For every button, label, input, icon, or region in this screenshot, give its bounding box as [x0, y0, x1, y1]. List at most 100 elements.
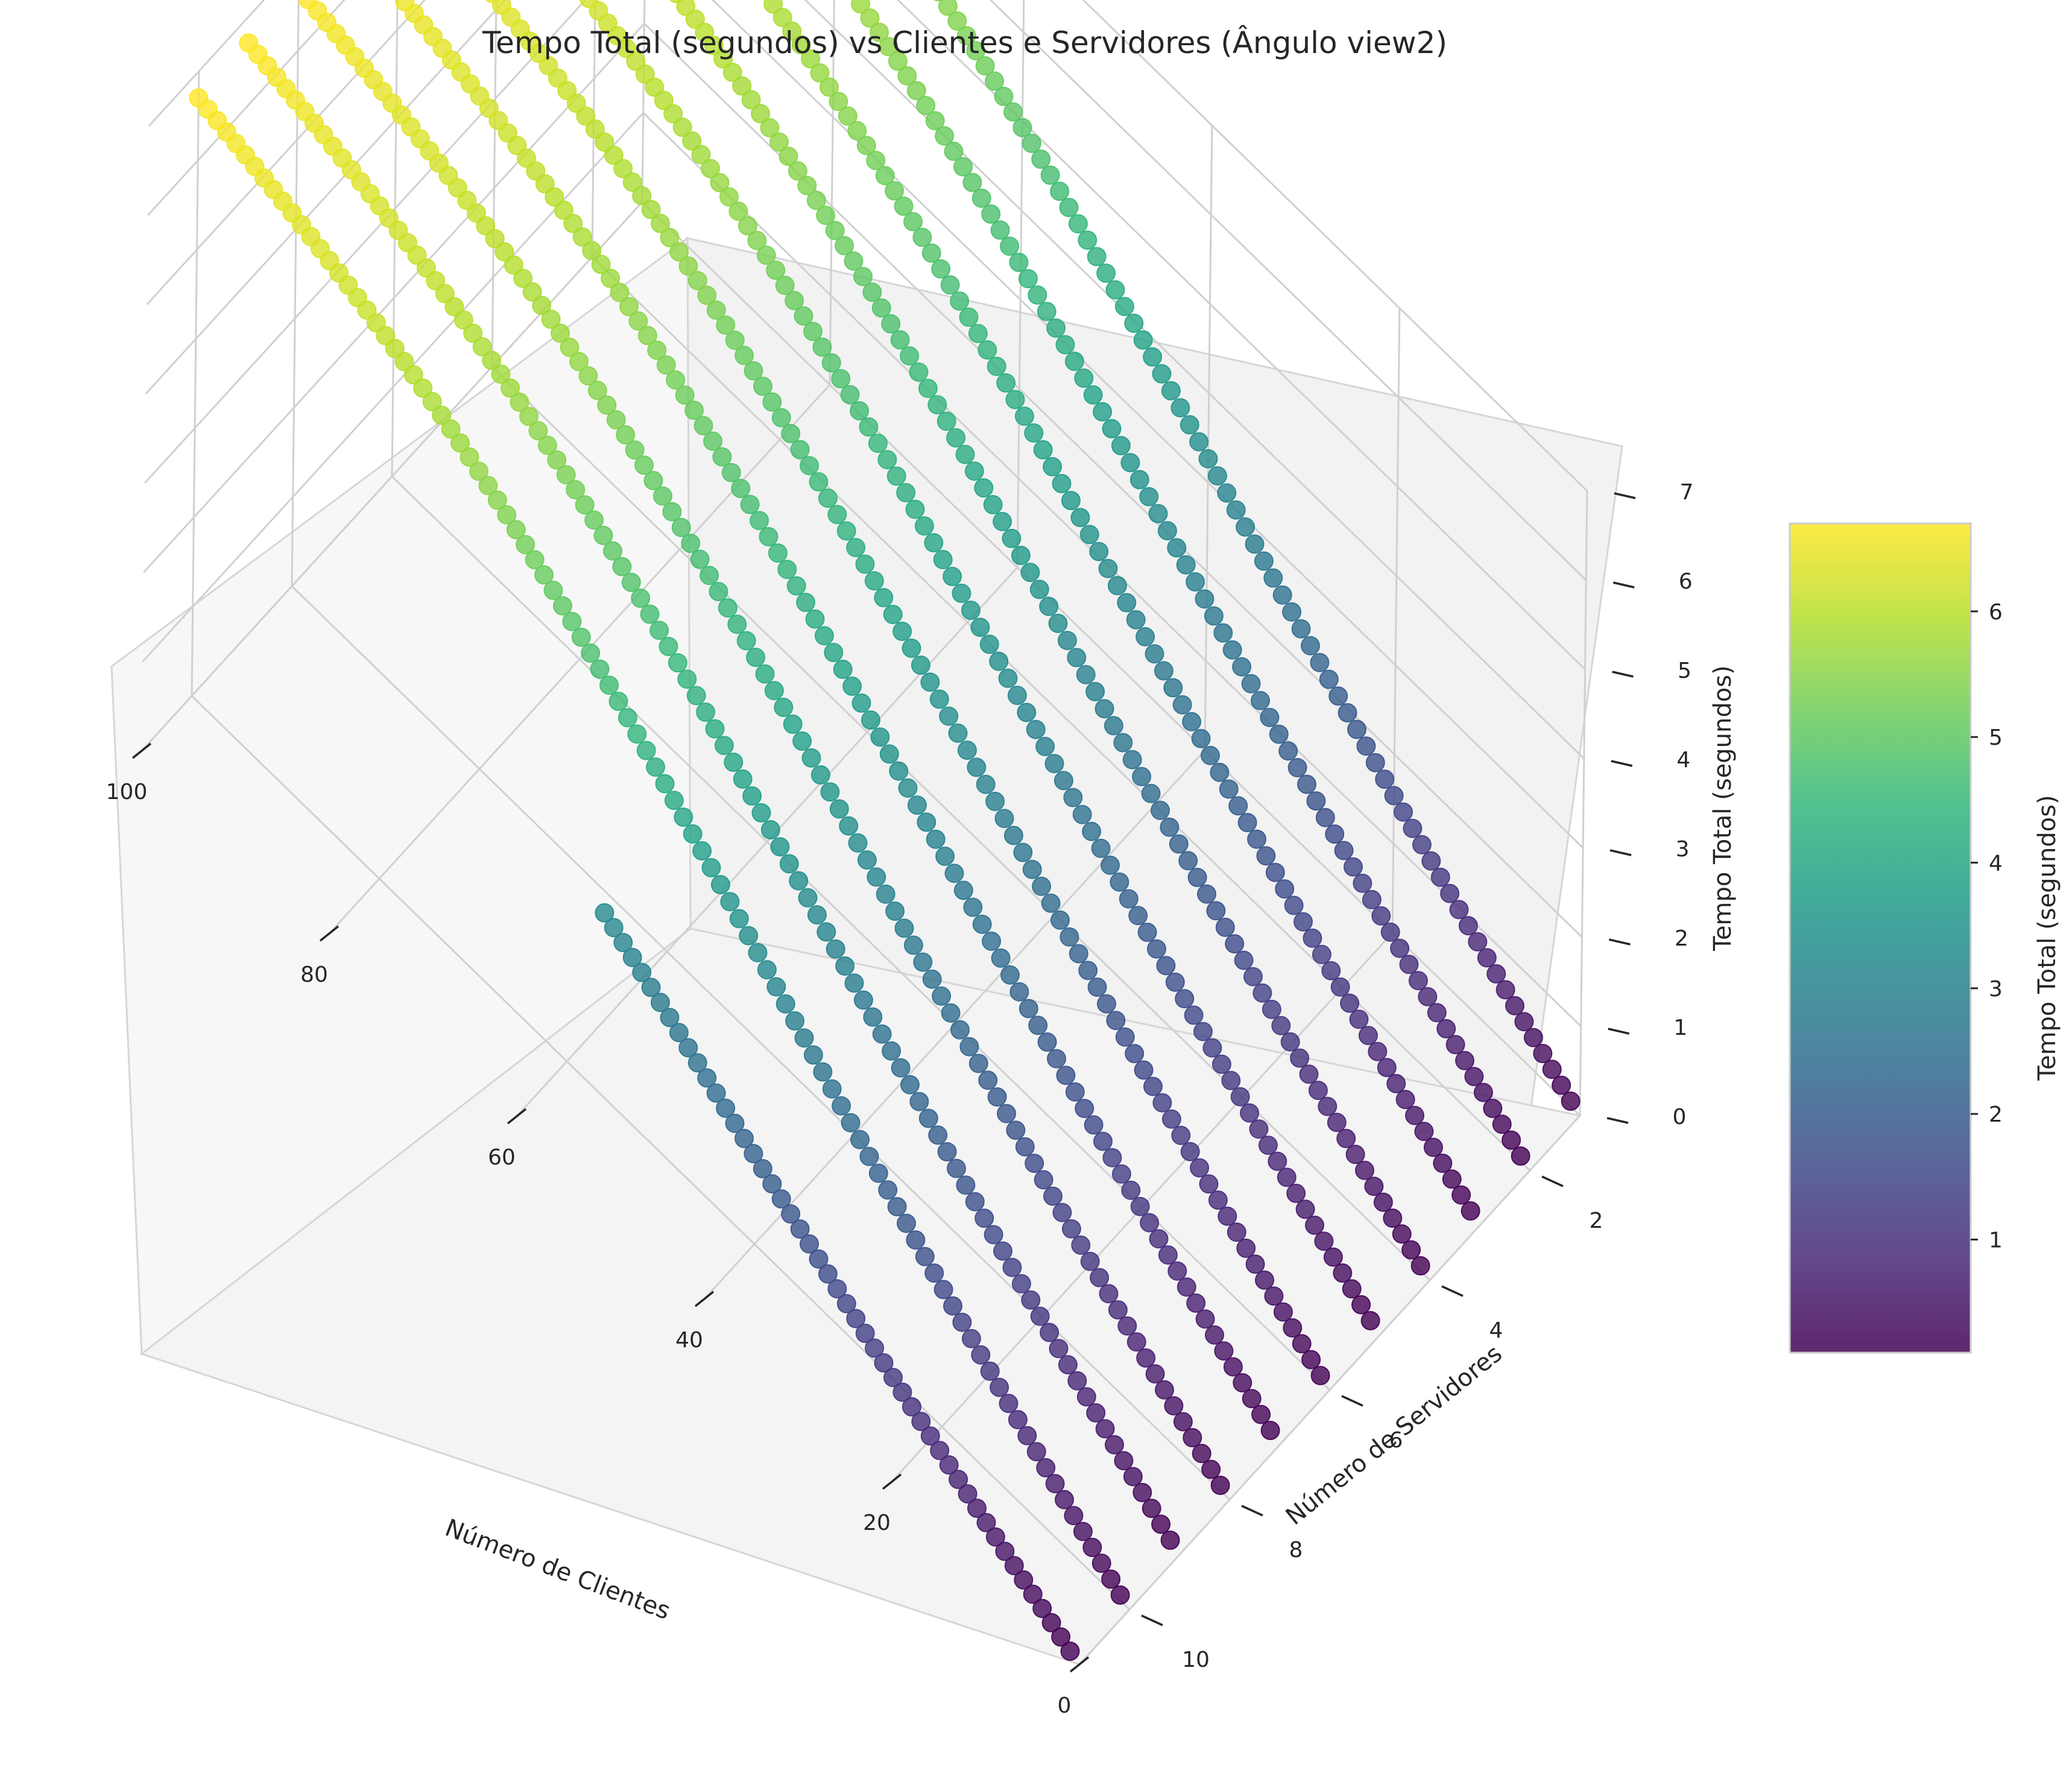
data-point [975, 56, 995, 76]
data-point [990, 220, 1010, 240]
data-point [953, 157, 973, 177]
data-point [682, 131, 702, 151]
data-point [1056, 1066, 1076, 1085]
data-point [1180, 415, 1199, 435]
data-point [677, 669, 697, 689]
data-point [566, 480, 586, 500]
data-point [1022, 133, 1041, 153]
data-point [1365, 753, 1385, 773]
data-point [608, 692, 628, 711]
data-point [1205, 1325, 1224, 1345]
z-tick-label: 6 [1679, 569, 1693, 594]
data-point [534, 565, 554, 585]
data-point [1086, 1403, 1106, 1423]
data-point [1158, 1245, 1178, 1265]
data-point [874, 1353, 894, 1373]
data-point [1292, 1334, 1312, 1354]
data-point [718, 598, 738, 618]
data-point [1040, 1322, 1060, 1342]
data-point [1085, 681, 1105, 701]
data-point [927, 395, 947, 415]
data-point [1111, 1164, 1131, 1184]
data-point [1358, 1026, 1378, 1046]
data-point [1392, 1224, 1412, 1244]
data-point [1014, 1570, 1034, 1590]
data-point [716, 315, 736, 335]
data-point [769, 132, 789, 152]
data-point [1096, 264, 1116, 283]
data-point [947, 11, 967, 31]
data-point [1260, 707, 1280, 727]
data-point [794, 306, 813, 326]
colorbar-tick-label: 2 [1989, 1102, 2003, 1127]
data-point [556, 465, 576, 485]
data-point [929, 689, 949, 709]
data-point [674, 807, 693, 827]
data-point [1344, 857, 1363, 877]
data-point [1334, 841, 1354, 861]
data-point [1172, 695, 1192, 715]
data-point [613, 933, 633, 952]
data-point [835, 956, 855, 976]
data-point [1114, 297, 1134, 317]
data-point [613, 159, 633, 179]
data-point [1226, 500, 1246, 520]
data-point [1122, 750, 1142, 769]
data-point [978, 1070, 998, 1090]
data-point [1234, 950, 1254, 970]
data-point [1007, 686, 1027, 706]
data-point [855, 1324, 875, 1343]
data-point [655, 774, 675, 794]
data-point [1190, 1158, 1210, 1178]
data-point [783, 714, 803, 734]
series-servidores-4 [669, 0, 1430, 1275]
data-point [617, 708, 637, 728]
data-point [1333, 1263, 1353, 1283]
data-point [957, 741, 977, 760]
data-point [853, 267, 873, 286]
data-point [952, 583, 971, 603]
data-point [1099, 1284, 1119, 1304]
colorbar-label: Tempo Total (segundos) [2033, 795, 2061, 1081]
data-point [1043, 1186, 1063, 1206]
data-point [874, 588, 894, 607]
data-point [1148, 504, 1168, 523]
data-point [939, 706, 959, 726]
data-point [920, 672, 940, 692]
data-point [779, 854, 799, 874]
data-point [1195, 1309, 1215, 1329]
data-point [1076, 1387, 1096, 1407]
data-point [930, 1441, 950, 1461]
data-point [914, 516, 934, 536]
data-point [1033, 440, 1053, 460]
data-point [1012, 118, 1032, 137]
data-point [1240, 1103, 1260, 1123]
data-point [1436, 1019, 1456, 1038]
data-point [1552, 1075, 1571, 1095]
data-point [888, 51, 908, 71]
data-point [868, 1163, 888, 1183]
data-point [1377, 1058, 1397, 1078]
data-point [731, 479, 751, 498]
data-point [866, 151, 886, 171]
data-point [842, 676, 862, 696]
data-point [590, 659, 610, 679]
data-point [856, 136, 876, 156]
data-point [1514, 1012, 1534, 1032]
data-point [1091, 838, 1111, 858]
colorbar [1789, 522, 1972, 1354]
data-point [877, 450, 897, 470]
data-point [966, 41, 986, 61]
data-point [885, 181, 905, 201]
data-point [766, 977, 786, 997]
data-point [738, 216, 757, 236]
data-point [1269, 724, 1289, 744]
data-point [675, 385, 695, 405]
data-point [668, 653, 687, 673]
data-point [759, 527, 779, 546]
data-point [833, 659, 853, 679]
data-point [1143, 1076, 1163, 1096]
data-point [482, 350, 502, 370]
series-servidores-5 [580, 0, 1380, 1330]
data-point [1107, 576, 1127, 596]
